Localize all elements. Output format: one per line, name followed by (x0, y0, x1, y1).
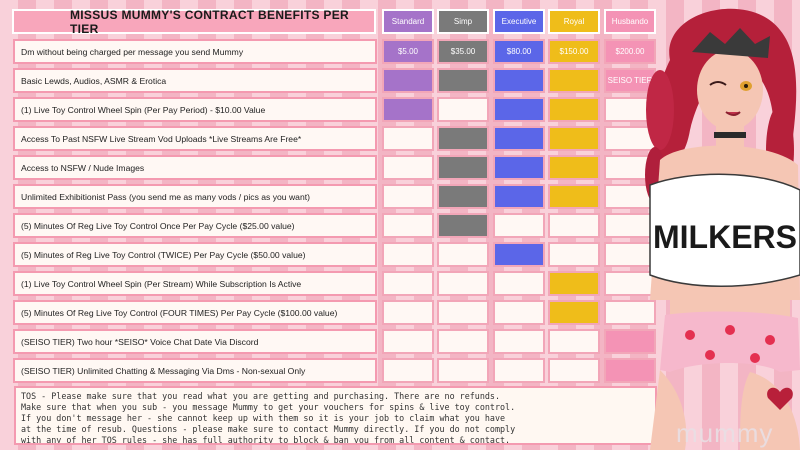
tier-cell-simp (437, 184, 489, 209)
tier-cell-simp (437, 155, 489, 180)
tier-cell-text: $150.00 (559, 47, 589, 56)
tos-line: at the time of resub. Questions - please… (21, 424, 516, 434)
tier-cell-text: $5.00 (397, 47, 419, 56)
tos-line: If you don't message her - she cannot ke… (21, 413, 506, 423)
tier-cell-royal (548, 97, 600, 122)
tier-cell-royal (548, 271, 600, 296)
tier-cell-executive (493, 155, 545, 180)
tier-cell-executive (493, 126, 545, 151)
tier-cell-husbando: $200.00 (604, 39, 656, 64)
tier-cell-simp (437, 358, 489, 383)
tier-cell-royal (548, 213, 600, 238)
tier-cell-husbando (604, 300, 656, 325)
tier-cell-executive (493, 329, 545, 354)
tier-cell-standard (382, 329, 434, 354)
tier-cell-simp: $35.00 (437, 39, 489, 64)
tier-cell-husbando (604, 242, 656, 267)
tier-cell-standard (382, 126, 434, 151)
tier-cell-husbando (604, 213, 656, 238)
tier-cell-simp (437, 126, 489, 151)
tier-cell-executive (493, 68, 545, 93)
tier-cell-simp (437, 242, 489, 267)
tier-cell-executive (493, 271, 545, 296)
tier-cell-royal (548, 68, 600, 93)
tier-cell-simp (437, 97, 489, 122)
page-title-text: Missus Mummy's Contract Benefits Per Tie… (70, 7, 349, 36)
tier-cell-standard (382, 184, 434, 209)
page-title: Missus Mummy's Contract Benefits Per Tie… (12, 7, 376, 36)
benefit-label: Dm without being charged per message you… (13, 39, 377, 64)
benefit-label: (5) Minutes of Reg Live Toy Control (TWI… (13, 242, 377, 267)
benefit-label: (5) Minutes Of Reg Live Toy Control (FOU… (13, 300, 377, 325)
tos-line: TOS - Please make sure that you read wha… (21, 391, 501, 401)
tier-cell-text: $200.00 (615, 47, 645, 56)
benefit-label: Access to NSFW / Nude Images (13, 155, 377, 180)
tier-cell-royal (548, 329, 600, 354)
tier-cell-executive: $80.00 (493, 39, 545, 64)
tos-line: with any of her TOS rules - she has full… (21, 435, 511, 445)
tier-cell-executive (493, 358, 545, 383)
tier-cell-executive (493, 300, 545, 325)
tier-header-standard: Standard (382, 9, 434, 34)
tier-cell-executive (493, 242, 545, 267)
tier-cell-simp (437, 213, 489, 238)
tier-cell-royal (548, 300, 600, 325)
tier-cell-executive (493, 184, 545, 209)
character-illustration: MILKERS (645, 8, 800, 450)
tier-cell-standard (382, 213, 434, 238)
tier-header-husbando: Husbando (604, 9, 656, 34)
tier-cell-standard: $5.00 (382, 39, 434, 64)
tier-cell-royal (548, 126, 600, 151)
benefit-label: Basic Lewds, Audios, ASMR & Erotica (13, 68, 377, 93)
tier-cell-text: $80.00 (506, 47, 532, 56)
tier-header-simp: Simp (437, 9, 489, 34)
tos-line: Make sure that when you sub - you messag… (21, 402, 516, 412)
tier-cell-standard (382, 242, 434, 267)
tier-cell-husbando (604, 358, 656, 383)
tier-cell-husbando: SEISO TIER (604, 68, 656, 93)
tier-cell-simp (437, 271, 489, 296)
shirt-text: MILKERS (653, 219, 797, 255)
tier-cell-royal (548, 358, 600, 383)
tier-cell-royal (548, 155, 600, 180)
watermark: mummy (676, 418, 774, 448)
tier-cell-standard (382, 271, 434, 296)
tier-cell-simp (437, 300, 489, 325)
tier-header-executive: Executive (493, 9, 545, 34)
tier-cell-husbando (604, 329, 656, 354)
tier-cell-royal (548, 242, 600, 267)
tier-cell-simp (437, 68, 489, 93)
benefit-label: Access To Past NSFW Live Stream Vod Uplo… (13, 126, 377, 151)
tos-box: TOS - Please make sure that you read wha… (14, 386, 657, 445)
benefit-label: (SEISO TIER) Unlimited Chatting & Messag… (13, 358, 377, 383)
tier-cell-standard (382, 68, 434, 93)
tier-cell-standard (382, 358, 434, 383)
benefit-label: Unlimited Exhibitionist Pass (you send m… (13, 184, 377, 209)
benefit-label: (SEISO TIER) Two hour *SEISO* Voice Chat… (13, 329, 377, 354)
benefit-label: (1) Live Toy Control Wheel Spin (Per Str… (13, 271, 377, 296)
tier-header-royal: Royal (548, 9, 600, 34)
tier-cell-royal: $150.00 (548, 39, 600, 64)
benefit-label: (1) Live Toy Control Wheel Spin (Per Pay… (13, 97, 377, 122)
tier-cell-text: $35.00 (450, 47, 476, 56)
benefit-label: (5) Minutes Of Reg Live Toy Control Once… (13, 213, 377, 238)
tier-cell-standard (382, 300, 434, 325)
tier-cell-standard (382, 97, 434, 122)
tier-cell-standard (382, 155, 434, 180)
tier-cell-executive (493, 97, 545, 122)
tier-cell-text: SEISO TIER (607, 76, 653, 85)
tier-cell-royal (548, 184, 600, 209)
tier-cell-executive (493, 213, 545, 238)
tier-cell-simp (437, 329, 489, 354)
